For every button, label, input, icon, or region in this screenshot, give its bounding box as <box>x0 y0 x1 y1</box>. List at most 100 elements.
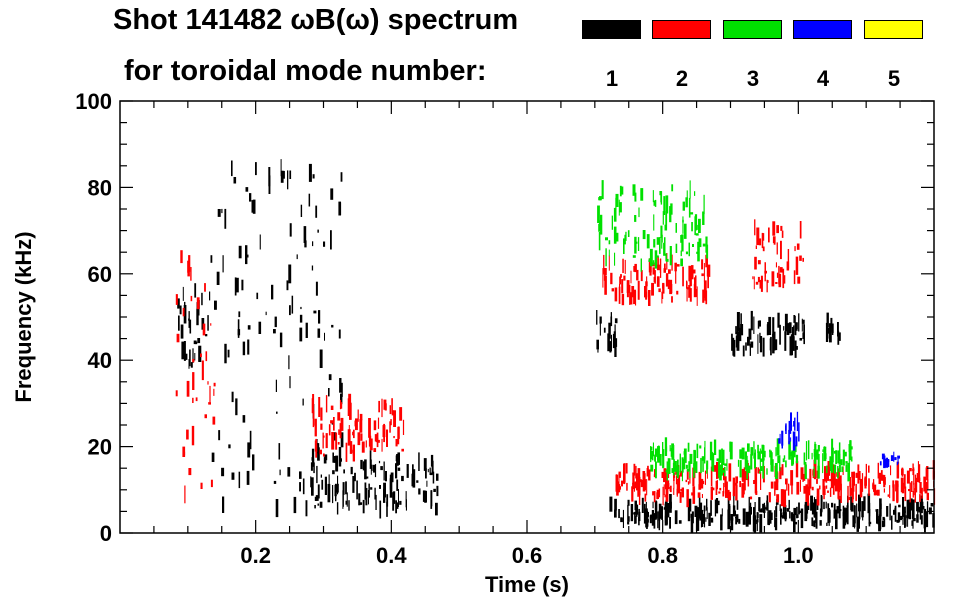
spectrum-mark <box>791 327 794 338</box>
spectrum-mark <box>200 482 203 489</box>
spectrum-mark <box>368 483 370 498</box>
spectrum-mark <box>847 462 850 482</box>
spectrum-mark <box>324 476 327 495</box>
spectrum-mark <box>766 500 768 511</box>
spectrum-mark <box>608 255 610 271</box>
spectrum-mark <box>221 467 225 477</box>
spectrum-mark <box>303 226 307 243</box>
spectrum-mark <box>249 430 252 450</box>
spectrum-mark <box>238 245 242 259</box>
spectrum-mark <box>385 471 387 482</box>
spectrum-mark <box>855 483 857 502</box>
spectrum-mark <box>662 284 665 294</box>
spectrum-mark <box>183 451 186 456</box>
spectrum-mark <box>754 473 758 494</box>
spectrum-mark <box>798 502 800 515</box>
spectrum-mark <box>330 188 334 200</box>
spectrum-mark <box>619 284 621 296</box>
spectrum-mark <box>878 472 881 484</box>
spectrum-mark <box>667 458 671 474</box>
spectrum-mark <box>834 469 836 482</box>
spectrum-mark <box>781 230 784 238</box>
spectrum-mark <box>189 349 191 367</box>
y-tick-label: 40 <box>88 348 112 373</box>
spectrum-mark <box>728 491 731 501</box>
spectrum-mark <box>757 334 759 354</box>
y-tick-label: 60 <box>88 262 112 287</box>
spectrum-mark <box>621 480 623 487</box>
spectrum-mark <box>815 513 818 523</box>
spectrum-mark <box>661 292 664 299</box>
spectrum-mark <box>908 489 911 492</box>
spectrum-mark <box>735 326 737 335</box>
spectrum-mark <box>698 471 701 490</box>
spectrum-mark <box>337 442 340 445</box>
spectrum-mark <box>702 289 705 303</box>
plot-frame <box>119 100 935 534</box>
spectrum-mark <box>609 341 612 353</box>
spectrum-mark <box>701 273 704 277</box>
spectrum-mark <box>794 315 796 329</box>
spectrum-mark <box>348 500 350 511</box>
spectrum-mark <box>694 214 698 231</box>
spectrum-mark <box>745 342 747 351</box>
spectrum-mark <box>649 265 652 276</box>
spectrum-mark <box>846 507 848 523</box>
spectrum-mark <box>638 207 640 218</box>
spectrum-mark <box>340 402 343 409</box>
spectrum-mark <box>664 506 668 526</box>
spectrum-mark <box>814 441 816 455</box>
spectrum-mark <box>748 511 751 525</box>
spectrum-mark <box>357 432 361 446</box>
spectrum-mark <box>716 458 720 462</box>
spectrum-mark <box>903 474 906 489</box>
spectrum-mark <box>793 433 795 438</box>
spectrum-mark <box>373 420 377 431</box>
spectrum-mark <box>623 463 626 484</box>
spectrum-mark <box>740 449 743 458</box>
spectrum-mark <box>826 465 828 474</box>
spectrum-mark <box>745 511 749 527</box>
spectrum-mark <box>314 505 316 509</box>
spectrum-mark <box>796 506 798 519</box>
spectrum-mark <box>182 307 185 317</box>
spectrum-mark <box>689 288 692 302</box>
spectrum-mark <box>615 193 619 207</box>
spectrum-mark <box>632 184 636 196</box>
spectrum-mark <box>813 459 817 479</box>
spectrum-mark <box>383 461 385 481</box>
spectrum-mark <box>769 449 771 452</box>
spectrum-mark <box>883 474 886 488</box>
spectrum-mark <box>697 492 701 498</box>
spectrum-mark <box>418 488 421 495</box>
spectrum-mark <box>715 470 719 475</box>
spectrum-mark <box>767 511 769 525</box>
spectrum-mark <box>764 262 766 277</box>
spectrum-mark <box>883 488 885 493</box>
spectrum-mark <box>911 520 913 526</box>
spectrum-mark <box>779 267 783 273</box>
spectrum-mark <box>908 499 912 520</box>
spectrum-mark <box>690 513 693 518</box>
spectrum-mark <box>737 517 739 523</box>
spectrum-mark <box>237 319 240 338</box>
spectrum-mark <box>610 334 612 352</box>
spectrum-mark <box>827 503 830 524</box>
spectrum-mark <box>849 488 853 496</box>
spectrum-mark <box>212 416 216 425</box>
spectrum-mark <box>780 508 782 525</box>
spectrum-mark <box>818 467 820 474</box>
spectrum-mark <box>630 270 632 284</box>
spectrum-mark <box>896 461 898 466</box>
spectrum-mark <box>775 502 779 505</box>
spectrum-mark <box>190 267 192 281</box>
spectrum-mark <box>861 473 864 492</box>
spectrum-mark <box>780 240 782 260</box>
spectrum-mark <box>803 485 806 494</box>
spectrum-mark <box>300 204 303 217</box>
spectrum-mark <box>777 312 780 328</box>
spectrum-mark <box>825 501 827 509</box>
spectrum-mark <box>634 236 637 254</box>
spectrum-mark <box>902 506 904 519</box>
spectrum-mark <box>919 482 922 494</box>
